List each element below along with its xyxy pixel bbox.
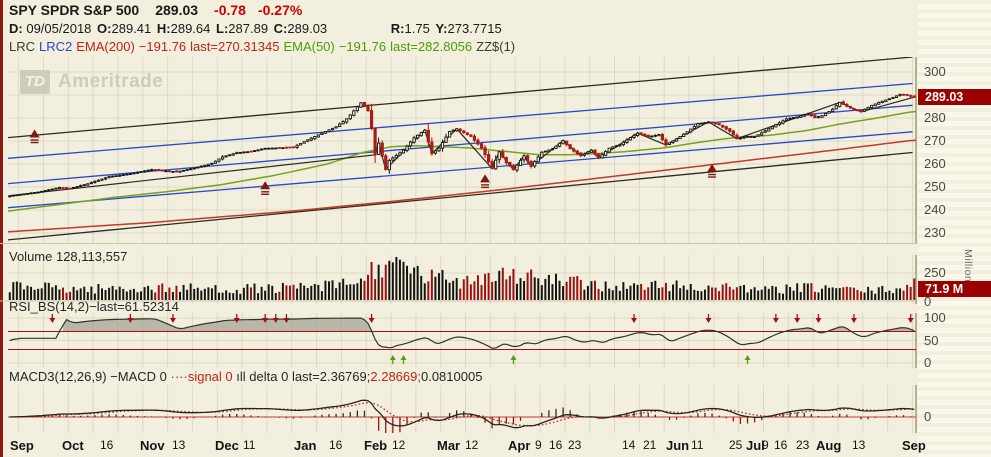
time-axis-month-label: Oct (62, 438, 84, 453)
price-change: -0.78 (214, 2, 246, 18)
open-value: 289.41 (111, 21, 152, 36)
rsi-tick-label: 0 (924, 355, 932, 370)
time-axis-month-label: Dec (215, 438, 239, 453)
time-axis-day-label: 25 (729, 438, 743, 452)
study-ema200-last: last=270.31345 (190, 39, 280, 54)
macd-signal-legend: ····signal 0 (170, 369, 233, 384)
study-lrc2: LRC2 (39, 39, 73, 54)
rsi-last-value: last=61.52314 (96, 299, 179, 314)
volume-tick-label: 250 (924, 265, 946, 280)
price-tick-label: 250 (924, 179, 946, 194)
range-label: R: (390, 21, 405, 36)
time-axis-month-label: Mar (437, 438, 461, 453)
time-axis-month-label: Jul (746, 438, 765, 453)
time-axis-day-label: 12 (465, 438, 479, 452)
last-price-badge: 289.03 (918, 89, 991, 105)
macd-signal-last-value: 2.28669; (370, 369, 421, 384)
time-axis-day-label: 16 (774, 438, 788, 452)
macd-delta-last-value: 0.0810005 (420, 369, 483, 384)
time-axis-month-label: Nov (140, 438, 165, 453)
time-axis-month-label: Sep (902, 438, 926, 453)
macd-tick-label: 0 (924, 409, 932, 424)
time-axis-month-label: Aug (816, 438, 842, 453)
watermark-name: Ameritrade (58, 71, 164, 92)
study-lrc: LRC (9, 39, 36, 54)
volume-panel-label: Volume 128,113,557 (9, 249, 128, 264)
chart-header-ohlc: D: 09/05/2018 O:289.41 H:289.64 L:287.89… (9, 21, 504, 36)
time-axis-month-label: Jun (666, 438, 690, 453)
y-label: Y: (435, 21, 448, 36)
high-label: H: (156, 21, 171, 36)
low-value: 287.89 (228, 21, 269, 36)
study-ema50-last: last=282.8056 (390, 39, 473, 54)
macd-line-legend: −MACD 0 (110, 369, 167, 384)
volume-panel[interactable] (0, 255, 991, 304)
study-ema200-params: −191.76 (138, 39, 187, 54)
rsi-tick-label: 100 (924, 310, 946, 325)
price-tick-label: 270 (924, 133, 946, 148)
rsi-panel-label: RSI_BS(14,2)−last=61.52314 (9, 299, 179, 314)
study-zigzag: ZZ$(1) (476, 39, 516, 54)
price-tick-label: 300 (924, 64, 946, 79)
price-tick-label: 260 (924, 156, 946, 171)
macd-panel-label: MACD3(12,26,9) −MACD 0 ····signal 0 ıll … (9, 369, 482, 384)
time-axis-day-label: 14 (622, 438, 636, 452)
time-axis-day-label: 21 (643, 438, 657, 452)
rsi-tick-label: 50 (924, 332, 939, 348)
chart-header-studies: LRC LRC2 EMA(200) −191.76 last=270.31345 EMA(… (9, 39, 519, 54)
time-axis-day-label: 16 (329, 438, 343, 452)
close-value: 289.03 (287, 21, 328, 36)
time-axis-day-label: 23 (568, 438, 582, 452)
time-axis-day-label: 16 (549, 438, 563, 452)
time-axis-month-label: Jan (294, 438, 317, 453)
time-axis-day-label: 13 (852, 438, 866, 452)
window-left-border (0, 0, 3, 457)
date-value: 09/05/2018 (26, 21, 92, 36)
price-tick-label: 240 (924, 202, 946, 217)
date-label: D: (9, 21, 23, 36)
price-chart-panel[interactable] (0, 57, 991, 244)
time-axis-day-label: 12 (392, 438, 406, 452)
time-axis-day-label: 9 (535, 438, 542, 452)
rsi-panel[interactable] (0, 313, 991, 368)
time-axis-month-label: Feb (364, 438, 388, 453)
price-tick-label: 230 (924, 225, 946, 240)
low-label: L: (216, 21, 229, 36)
time-axis-day-label: 13 (172, 438, 186, 452)
time-axis-day-label: 11 (243, 438, 256, 452)
macd-study-name: MACD3(12,26,9) (9, 369, 107, 384)
price-tick-label: 280 (924, 110, 946, 125)
last-volume-badge: 71.9 M (918, 281, 991, 297)
volume-tick-label: 0 (924, 294, 932, 309)
macd-last-value: last=2.36769; (291, 369, 371, 384)
volume-axis-unit: Millions (962, 249, 974, 289)
chart-header-line1: SPY SPDR S&P 500 289.03 -0.78 -0.27% (9, 2, 314, 18)
time-axis-day-label: 11 (691, 438, 704, 452)
high-value: 289.64 (170, 21, 211, 36)
study-ema200: EMA(200) (76, 39, 135, 54)
time-axis-day-label: 23 (796, 438, 810, 452)
open-label: O: (97, 21, 112, 36)
last-price: 289.03 (155, 2, 199, 18)
time-axis-day-label: 16 (100, 438, 114, 452)
td-ameritrade-watermark: TD Ameritrade (20, 70, 163, 94)
time-axis-month-label: Sep (10, 438, 34, 453)
time-axis-day-label: 9 (762, 438, 769, 452)
range-value: 1.75 (404, 21, 430, 36)
y-value: 273.7715 (447, 21, 502, 36)
macd-delta-legend: ıll delta 0 (236, 369, 289, 384)
macd-panel[interactable] (0, 385, 991, 433)
td-logo-icon: TD (20, 70, 50, 94)
time-axis: Sep Oct 16 Nov 13 Dec 11 Jan 16 Feb 12 Mar 12 Apr 9 16 2… (0, 436, 926, 457)
rsi-study-name: RSI_BS(14,2) (9, 299, 90, 314)
study-ema50-params: −191.76 (338, 39, 387, 54)
rsi-line-style: − (89, 299, 97, 314)
time-axis-month-label: Apr (508, 438, 531, 453)
price-change-percent: -0.27% (257, 2, 303, 18)
study-ema50: EMA(50) (283, 39, 335, 54)
right-axis-gutter (918, 0, 991, 457)
close-label: C: (273, 21, 288, 36)
symbol-title: SPY SPDR S&P 500 (9, 2, 140, 18)
